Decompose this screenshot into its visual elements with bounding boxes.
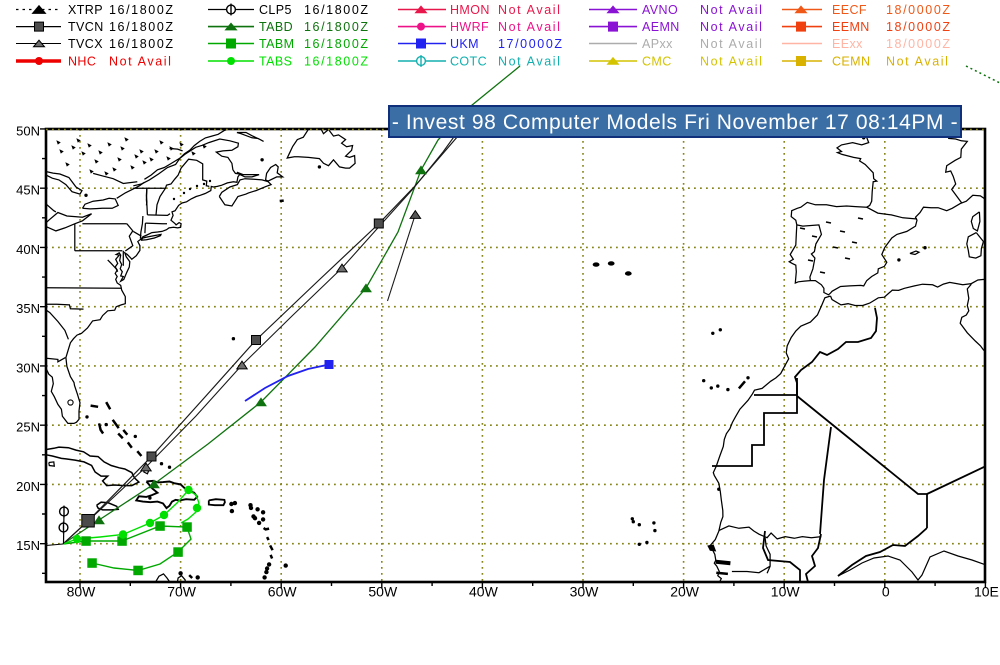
svg-text:50N: 50N <box>16 123 40 138</box>
svg-text:45N: 45N <box>16 183 40 198</box>
svg-text:Not Avail: Not Avail <box>498 55 562 69</box>
svg-text:COTC: COTC <box>450 55 487 69</box>
svg-text:18/0000Z: 18/0000Z <box>886 37 952 51</box>
svg-text:Not Avail: Not Avail <box>886 55 950 69</box>
svg-text:EExx: EExx <box>832 37 863 51</box>
svg-text:10W: 10W <box>771 584 801 600</box>
svg-text:10E: 10E <box>974 584 999 600</box>
svg-text:20N: 20N <box>16 479 40 494</box>
svg-text:UKM: UKM <box>450 37 479 51</box>
svg-text:- Invest 98 Computer Models Fr: - Invest 98 Computer Models Fri November… <box>392 111 958 134</box>
svg-text:AEMN: AEMN <box>642 20 680 34</box>
svg-text:70W: 70W <box>167 584 197 600</box>
svg-text:TABS: TABS <box>259 55 292 69</box>
svg-text:17/0000Z: 17/0000Z <box>498 37 564 51</box>
svg-text:TVCN: TVCN <box>68 20 104 34</box>
svg-text:NHC: NHC <box>68 55 96 69</box>
svg-text:25N: 25N <box>16 420 40 435</box>
svg-text:80W: 80W <box>67 584 97 600</box>
svg-text:TABD: TABD <box>259 20 293 34</box>
svg-text:40N: 40N <box>16 242 40 257</box>
svg-text:16/1800Z: 16/1800Z <box>109 37 175 51</box>
svg-text:16/1800Z: 16/1800Z <box>304 20 370 34</box>
svg-text:XTRP: XTRP <box>68 3 103 17</box>
svg-text:EECF: EECF <box>832 3 867 17</box>
svg-text:50W: 50W <box>368 584 398 600</box>
svg-text:Not Avail: Not Avail <box>498 20 562 34</box>
svg-text:16/1800Z: 16/1800Z <box>304 37 370 51</box>
svg-text:18/0000Z: 18/0000Z <box>886 20 952 34</box>
svg-text:Not Avail: Not Avail <box>700 3 764 17</box>
svg-text:TVCX: TVCX <box>68 37 103 51</box>
svg-text:30W: 30W <box>570 584 600 600</box>
svg-text:TABM: TABM <box>259 37 294 51</box>
svg-text:16/1800Z: 16/1800Z <box>304 55 370 69</box>
svg-text:0: 0 <box>882 584 890 600</box>
svg-text:35N: 35N <box>16 301 40 316</box>
svg-text:18/0000Z: 18/0000Z <box>886 3 952 17</box>
svg-text:40W: 40W <box>469 584 499 600</box>
svg-text:16/1800Z: 16/1800Z <box>109 3 175 17</box>
svg-text:AVNO: AVNO <box>642 3 678 17</box>
svg-text:CEMN: CEMN <box>832 55 870 69</box>
svg-text:HWRF: HWRF <box>450 20 489 34</box>
svg-text:EEMN: EEMN <box>832 20 870 34</box>
svg-text:HMON: HMON <box>450 3 490 17</box>
svg-text:60W: 60W <box>268 584 298 600</box>
svg-text:15N: 15N <box>16 538 40 553</box>
svg-text:Not Avail: Not Avail <box>109 55 173 69</box>
svg-text:Not Avail: Not Avail <box>498 3 562 17</box>
svg-text:20W: 20W <box>670 584 700 600</box>
svg-text:CLP5: CLP5 <box>259 3 292 17</box>
svg-text:30N: 30N <box>16 360 40 375</box>
svg-text:Not Avail: Not Avail <box>700 20 764 34</box>
svg-text:Not Avail: Not Avail <box>700 55 764 69</box>
svg-text:CMC: CMC <box>642 55 672 69</box>
svg-text:16/1800Z: 16/1800Z <box>304 3 370 17</box>
svg-text:APxx: APxx <box>642 37 673 51</box>
svg-text:16/1800Z: 16/1800Z <box>109 20 175 34</box>
svg-text:Not Avail: Not Avail <box>700 37 764 51</box>
